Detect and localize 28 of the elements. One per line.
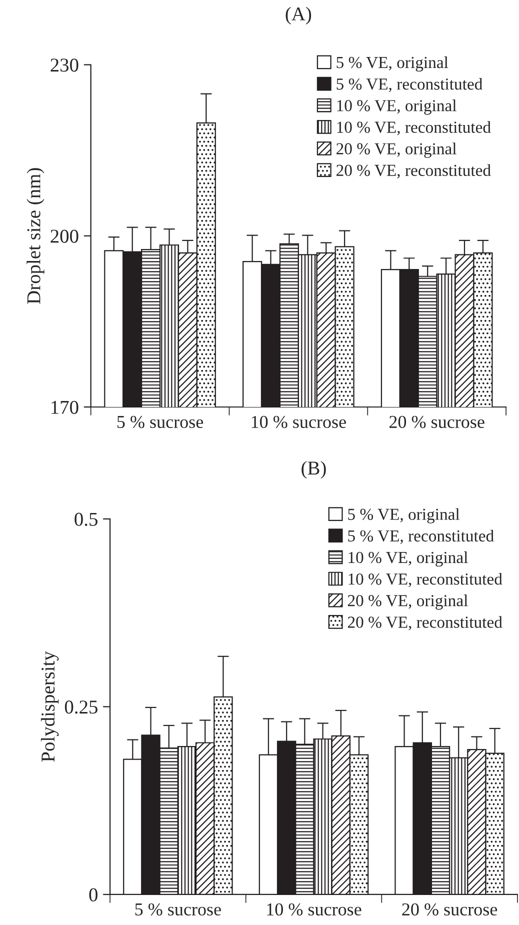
legend-label: 20 % VE, reconstituted: [348, 616, 502, 630]
x-tick-label: 5 % sucrose: [117, 416, 204, 428]
legend-label: 20 % VE, reconstituted: [336, 164, 491, 178]
y-tick-label: 200: [50, 230, 78, 243]
y-tick-label: 0.5: [74, 512, 98, 526]
chart-title: (B): [302, 460, 326, 479]
x-tick-label: 5 % sucrose: [135, 903, 221, 916]
legend-label: 20 % VE, original: [336, 142, 456, 158]
x-tick-label: 10 % sucrose: [267, 903, 362, 916]
y-tick-label: 230: [50, 58, 78, 72]
legend-label: 10 % VE, original: [348, 551, 468, 567]
legend-label: 5 % VE, reconstituted: [336, 78, 482, 92]
legend-label: 10 % VE, original: [337, 100, 456, 115]
x-tick-label: 20 % sucrose: [402, 903, 498, 916]
x-tick-label: 10 % sucrose: [252, 416, 346, 428]
legend-label: 5 % VE, original: [336, 56, 448, 72]
legend-label: 5 % VE, original: [348, 508, 460, 524]
y-axis-title: Polydispersity: [40, 651, 59, 762]
y-axis-title: Droplet size (nm): [26, 168, 44, 304]
x-tick-label: 20 % sucrose: [389, 416, 484, 428]
legend-label: 10 % VE, reconstituted: [337, 121, 491, 136]
chart-title: (A): [286, 6, 312, 24]
legend-label: 5 % VE, reconstituted: [348, 530, 494, 544]
y-tick-label: 0.25: [64, 700, 98, 714]
y-tick-label: 170: [52, 400, 78, 414]
legend-label: 10 % VE, reconstituted: [348, 572, 502, 588]
y-tick-label: 0: [89, 888, 98, 902]
legend-label: 20 % VE, original: [348, 594, 468, 610]
